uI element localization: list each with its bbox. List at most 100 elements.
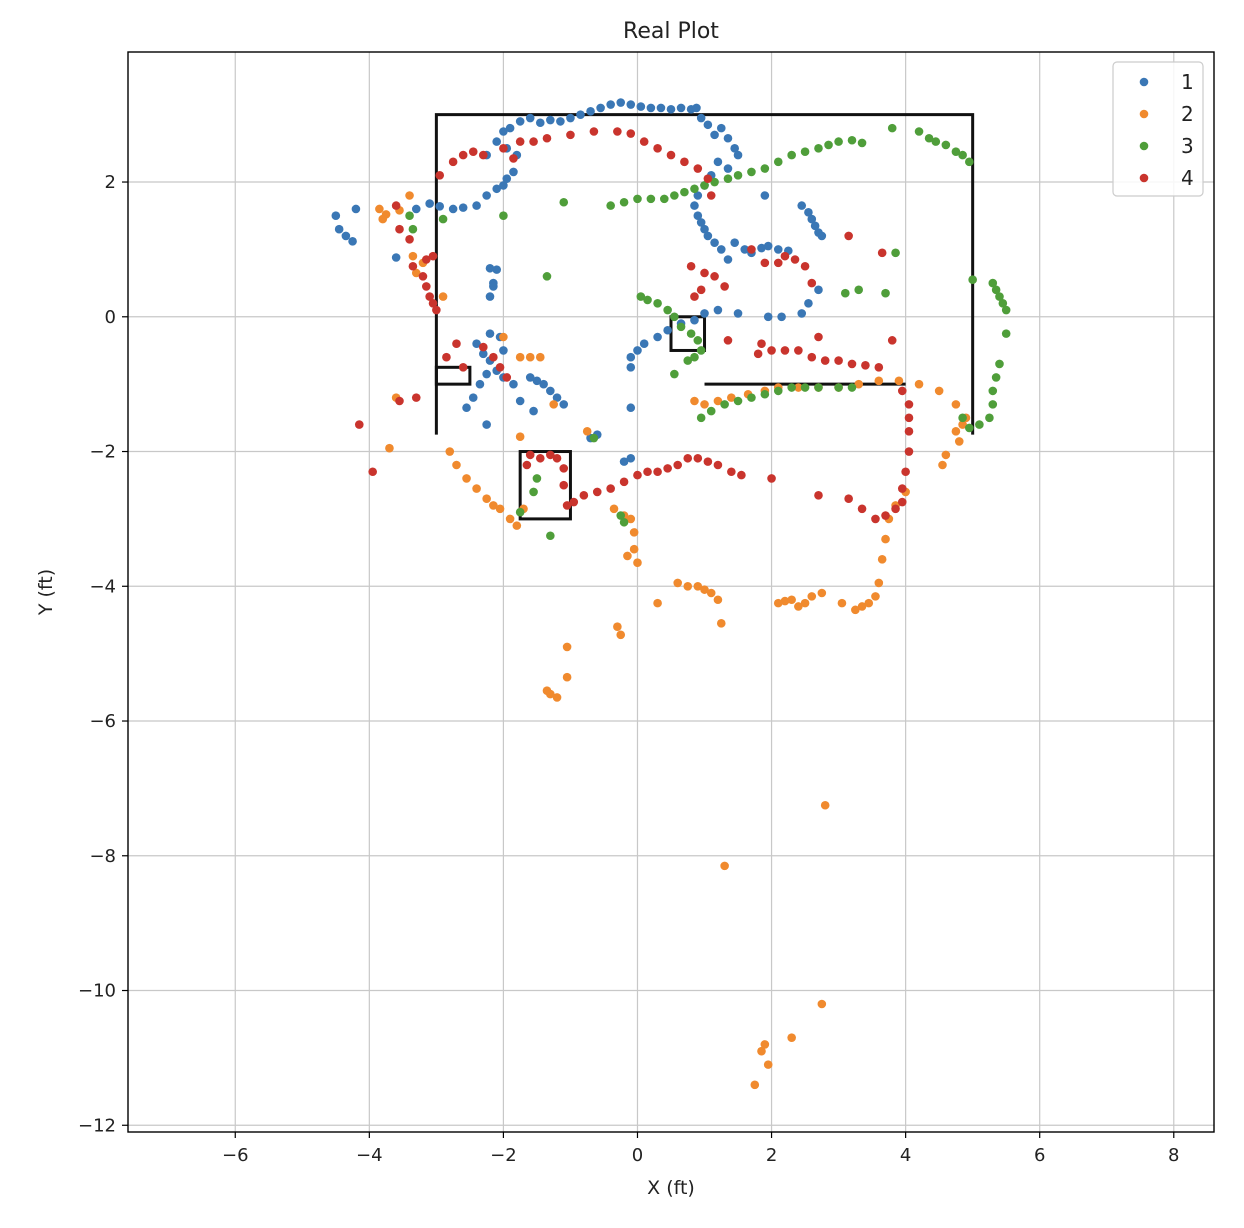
- data-point: [458, 150, 468, 160]
- data-point: [814, 491, 823, 500]
- data-point: [991, 285, 1001, 295]
- data-point: [499, 346, 508, 355]
- data-point: [897, 484, 907, 493]
- data-point: [616, 511, 626, 520]
- data-point: [703, 457, 713, 466]
- data-point: [582, 427, 592, 436]
- data-point: [566, 130, 575, 140]
- data-point: [773, 258, 783, 268]
- data-point: [629, 544, 639, 554]
- data-point: [747, 167, 756, 177]
- chart-title: Real Plot: [623, 19, 719, 44]
- data-point: [807, 592, 817, 601]
- data-point: [395, 224, 404, 234]
- data-point: [643, 295, 652, 305]
- data-point: [445, 447, 455, 456]
- y-tick-label: −2: [89, 442, 116, 463]
- data-point: [616, 98, 626, 107]
- data-point: [703, 231, 713, 241]
- data-point: [613, 622, 622, 631]
- data-point: [877, 248, 887, 258]
- data-point: [820, 356, 830, 365]
- x-tick-label: 0: [632, 1145, 643, 1166]
- data-point: [763, 312, 773, 322]
- data-point: [673, 460, 683, 470]
- y-tick-label: −4: [89, 576, 116, 597]
- data-point: [368, 467, 377, 477]
- data-point: [713, 595, 723, 605]
- data-point: [747, 393, 756, 402]
- data-point: [995, 292, 1004, 301]
- data-point: [787, 383, 796, 392]
- data-point: [485, 263, 495, 273]
- data-point: [716, 123, 726, 133]
- data-point: [968, 275, 977, 285]
- data-point: [512, 521, 522, 530]
- data-point: [636, 292, 646, 301]
- data-point: [693, 336, 703, 345]
- data-point: [556, 117, 565, 126]
- data-point: [552, 393, 562, 402]
- data-point: [690, 352, 699, 362]
- data-point: [767, 474, 776, 483]
- data-point: [485, 329, 495, 338]
- data-point: [546, 115, 555, 125]
- data-point: [468, 147, 478, 157]
- data-point: [780, 251, 790, 261]
- data-point: [804, 299, 813, 308]
- data-point: [411, 268, 421, 278]
- data-point: [794, 346, 803, 355]
- data-point: [633, 470, 642, 480]
- data-point: [924, 133, 934, 143]
- data-point: [804, 208, 813, 217]
- data-point: [405, 211, 414, 221]
- data-point: [847, 135, 857, 145]
- data-point: [515, 137, 525, 146]
- data-point: [733, 309, 743, 318]
- data-point: [700, 309, 709, 318]
- data-point: [391, 201, 401, 210]
- data-point: [549, 400, 558, 409]
- data-point: [468, 393, 478, 402]
- x-tick-label: −4: [356, 1145, 383, 1166]
- data-point: [613, 127, 622, 136]
- data-point: [847, 359, 857, 369]
- data-point: [515, 352, 525, 362]
- data-point: [442, 352, 451, 362]
- data-point: [894, 376, 904, 386]
- data-point: [696, 285, 706, 295]
- series-4: [354, 127, 914, 524]
- data-point: [871, 514, 880, 524]
- data-point: [680, 187, 689, 197]
- data-point: [629, 528, 639, 537]
- data-point: [643, 467, 652, 477]
- data-point: [767, 346, 776, 355]
- y-tick-label: −6: [89, 711, 116, 732]
- data-point: [727, 467, 736, 477]
- data-point: [706, 406, 716, 416]
- data-point: [546, 689, 555, 699]
- data-point: [354, 420, 364, 429]
- data-point: [478, 342, 488, 352]
- data-point: [951, 400, 961, 409]
- data-point: [566, 113, 575, 123]
- data-point: [535, 118, 545, 128]
- x-axis-ticks: −6 −4 −2 0 2 4 6 8: [222, 1132, 1180, 1166]
- data-point: [626, 403, 636, 413]
- obstacle-box: [434, 365, 472, 386]
- y-tick-label: −12: [78, 1115, 116, 1136]
- data-point: [663, 305, 672, 315]
- data-point: [499, 211, 508, 221]
- data-point: [425, 199, 434, 208]
- data-point: [478, 349, 488, 359]
- data-point: [606, 100, 615, 109]
- data-point: [499, 332, 508, 342]
- series-3: [405, 123, 1011, 541]
- data-point: [609, 504, 619, 514]
- data-point: [636, 102, 646, 111]
- data-point: [706, 588, 716, 598]
- data-point: [546, 450, 555, 460]
- data-point: [800, 598, 810, 608]
- data-point: [790, 255, 800, 264]
- data-point: [499, 144, 508, 153]
